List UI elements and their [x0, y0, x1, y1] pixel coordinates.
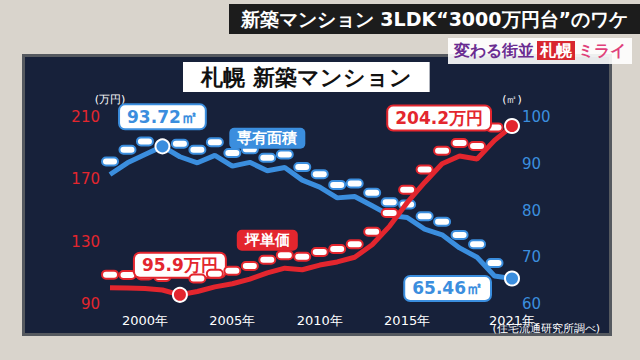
svg-text:130: 130: [71, 233, 100, 251]
svg-text:210: 210: [71, 108, 100, 126]
svg-text:170: 170: [71, 170, 100, 188]
svg-text:札幌 新築マンション: 札幌 新築マンション: [200, 65, 412, 90]
svg-text:2005年: 2005年: [209, 313, 255, 328]
svg-text:90: 90: [81, 295, 100, 313]
svg-text:(万円): (万円): [95, 93, 126, 106]
html-text:新築マンション 3LDK“3000万円台”のワケ: 新築マンション 3LDK“3000万円台”のワケ: [240, 8, 628, 30]
svg-text:2021年: 2021年: [489, 313, 535, 328]
svg-text:100: 100: [522, 108, 551, 126]
svg-text:80: 80: [522, 202, 541, 220]
svg-text:204.2万円: 204.2万円: [395, 108, 483, 128]
svg-text:(㎡): (㎡): [502, 93, 522, 106]
svg-text:坪単価: 坪単価: [244, 231, 290, 249]
svg-text:65.46㎡: 65.46㎡: [412, 278, 483, 298]
svg-text:専有面積: 専有面積: [236, 129, 297, 147]
svg-text:2000年: 2000年: [122, 313, 168, 328]
svg-text:60: 60: [522, 295, 541, 313]
svg-text:2010年: 2010年: [297, 313, 343, 328]
svg-text:(住宅流通研究所調べ): (住宅流通研究所調べ): [492, 322, 600, 335]
svg-text:95.9万円: 95.9万円: [141, 255, 218, 276]
svg-text:93.72㎡: 93.72㎡: [127, 107, 198, 127]
svg-text:2015年: 2015年: [384, 313, 430, 328]
html-text:変わる街並 札幌 ミライ: 変わる街並 札幌 ミライ: [454, 41, 626, 60]
svg-text:70: 70: [522, 248, 541, 266]
svg-text:90: 90: [522, 155, 541, 173]
